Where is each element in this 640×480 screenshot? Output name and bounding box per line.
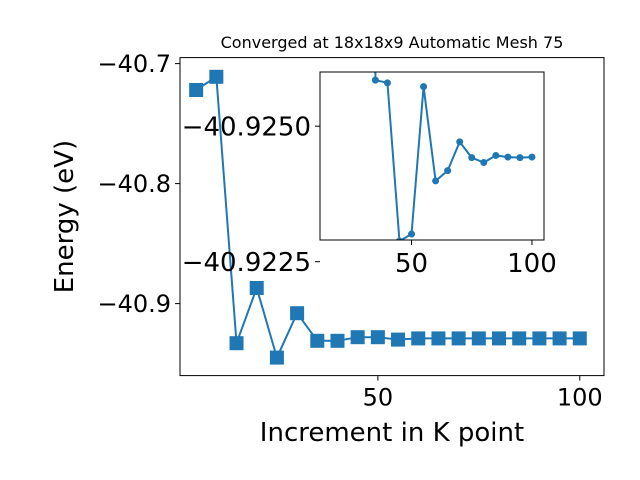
inset-data-point [383,79,391,87]
chart-title: Converged at 18x18x9 Automatic Mesh 75 [221,33,564,52]
main-data-point [391,332,406,347]
main-data-point [431,331,446,346]
inset-data-point [420,83,428,91]
main-x-tick-label: 100 [557,384,603,412]
main-ticks: 50 100 −40.7 −40.8 −40.9 [97,50,602,411]
main-data-point [532,331,547,346]
inset-data-point [504,153,512,161]
inset-data-point [528,153,536,161]
main-data-point [290,306,305,321]
main-data-point [350,330,365,345]
main-data-point [492,331,507,346]
inset-series [371,58,536,240]
y-axis-label: Energy (eV) [50,140,80,293]
main-plot-frame [179,57,605,377]
main-data-point [512,331,527,346]
main-data-point [451,331,466,346]
main-data-point [310,333,325,348]
inset-y-tick-label: −40.9250 [182,113,311,143]
inset-y-tick-label: −40.9225 [182,248,311,278]
main-data-point [471,331,486,346]
main-plot: Converged at 18x18x9 Automatic Mesh 75 I… [50,33,605,448]
inset-plot: 50 100 −40.9250 −40.9225 [182,58,557,279]
inset-data-point [456,138,464,146]
main-data-point [552,331,567,346]
inset-data-point [492,151,500,159]
main-data-point [229,336,244,351]
inset-data-point [444,167,452,175]
main-y-tick-label: −40.8 [97,170,171,198]
main-y-tick-label: −40.9 [97,290,171,318]
inset-ticks: 50 100 −40.9250 −40.9225 [182,113,557,279]
main-y-tick-label: −40.7 [97,50,171,78]
inset-plot-frame [319,71,545,241]
main-data-point [189,83,204,97]
inset-data-point [372,58,379,65]
inset-data-point [480,159,488,167]
main-data-point [330,333,345,348]
inset-data-point [432,177,440,185]
x-axis-label: Increment in K point [260,418,524,448]
main-x-tick-label: 50 [363,384,394,412]
main-data-point [249,281,264,295]
main-data-point [269,350,284,365]
main-data-point [411,331,426,346]
main-data-point [572,331,587,346]
main-data-point [370,330,385,345]
main-series [189,69,587,365]
inset-data-point [408,230,416,238]
inset-data-point [371,76,379,84]
inset-data-point [468,154,476,162]
inset-data-point [396,237,403,240]
inset-x-tick-label: 50 [395,249,428,279]
main-data-point [209,69,224,84]
inset-x-tick-label: 100 [507,249,557,279]
inset-data-point [516,154,524,162]
